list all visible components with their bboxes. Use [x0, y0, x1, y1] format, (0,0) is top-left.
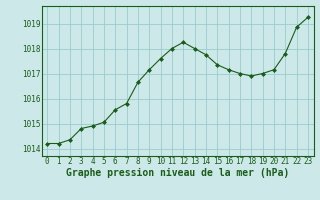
X-axis label: Graphe pression niveau de la mer (hPa): Graphe pression niveau de la mer (hPa): [66, 168, 289, 178]
